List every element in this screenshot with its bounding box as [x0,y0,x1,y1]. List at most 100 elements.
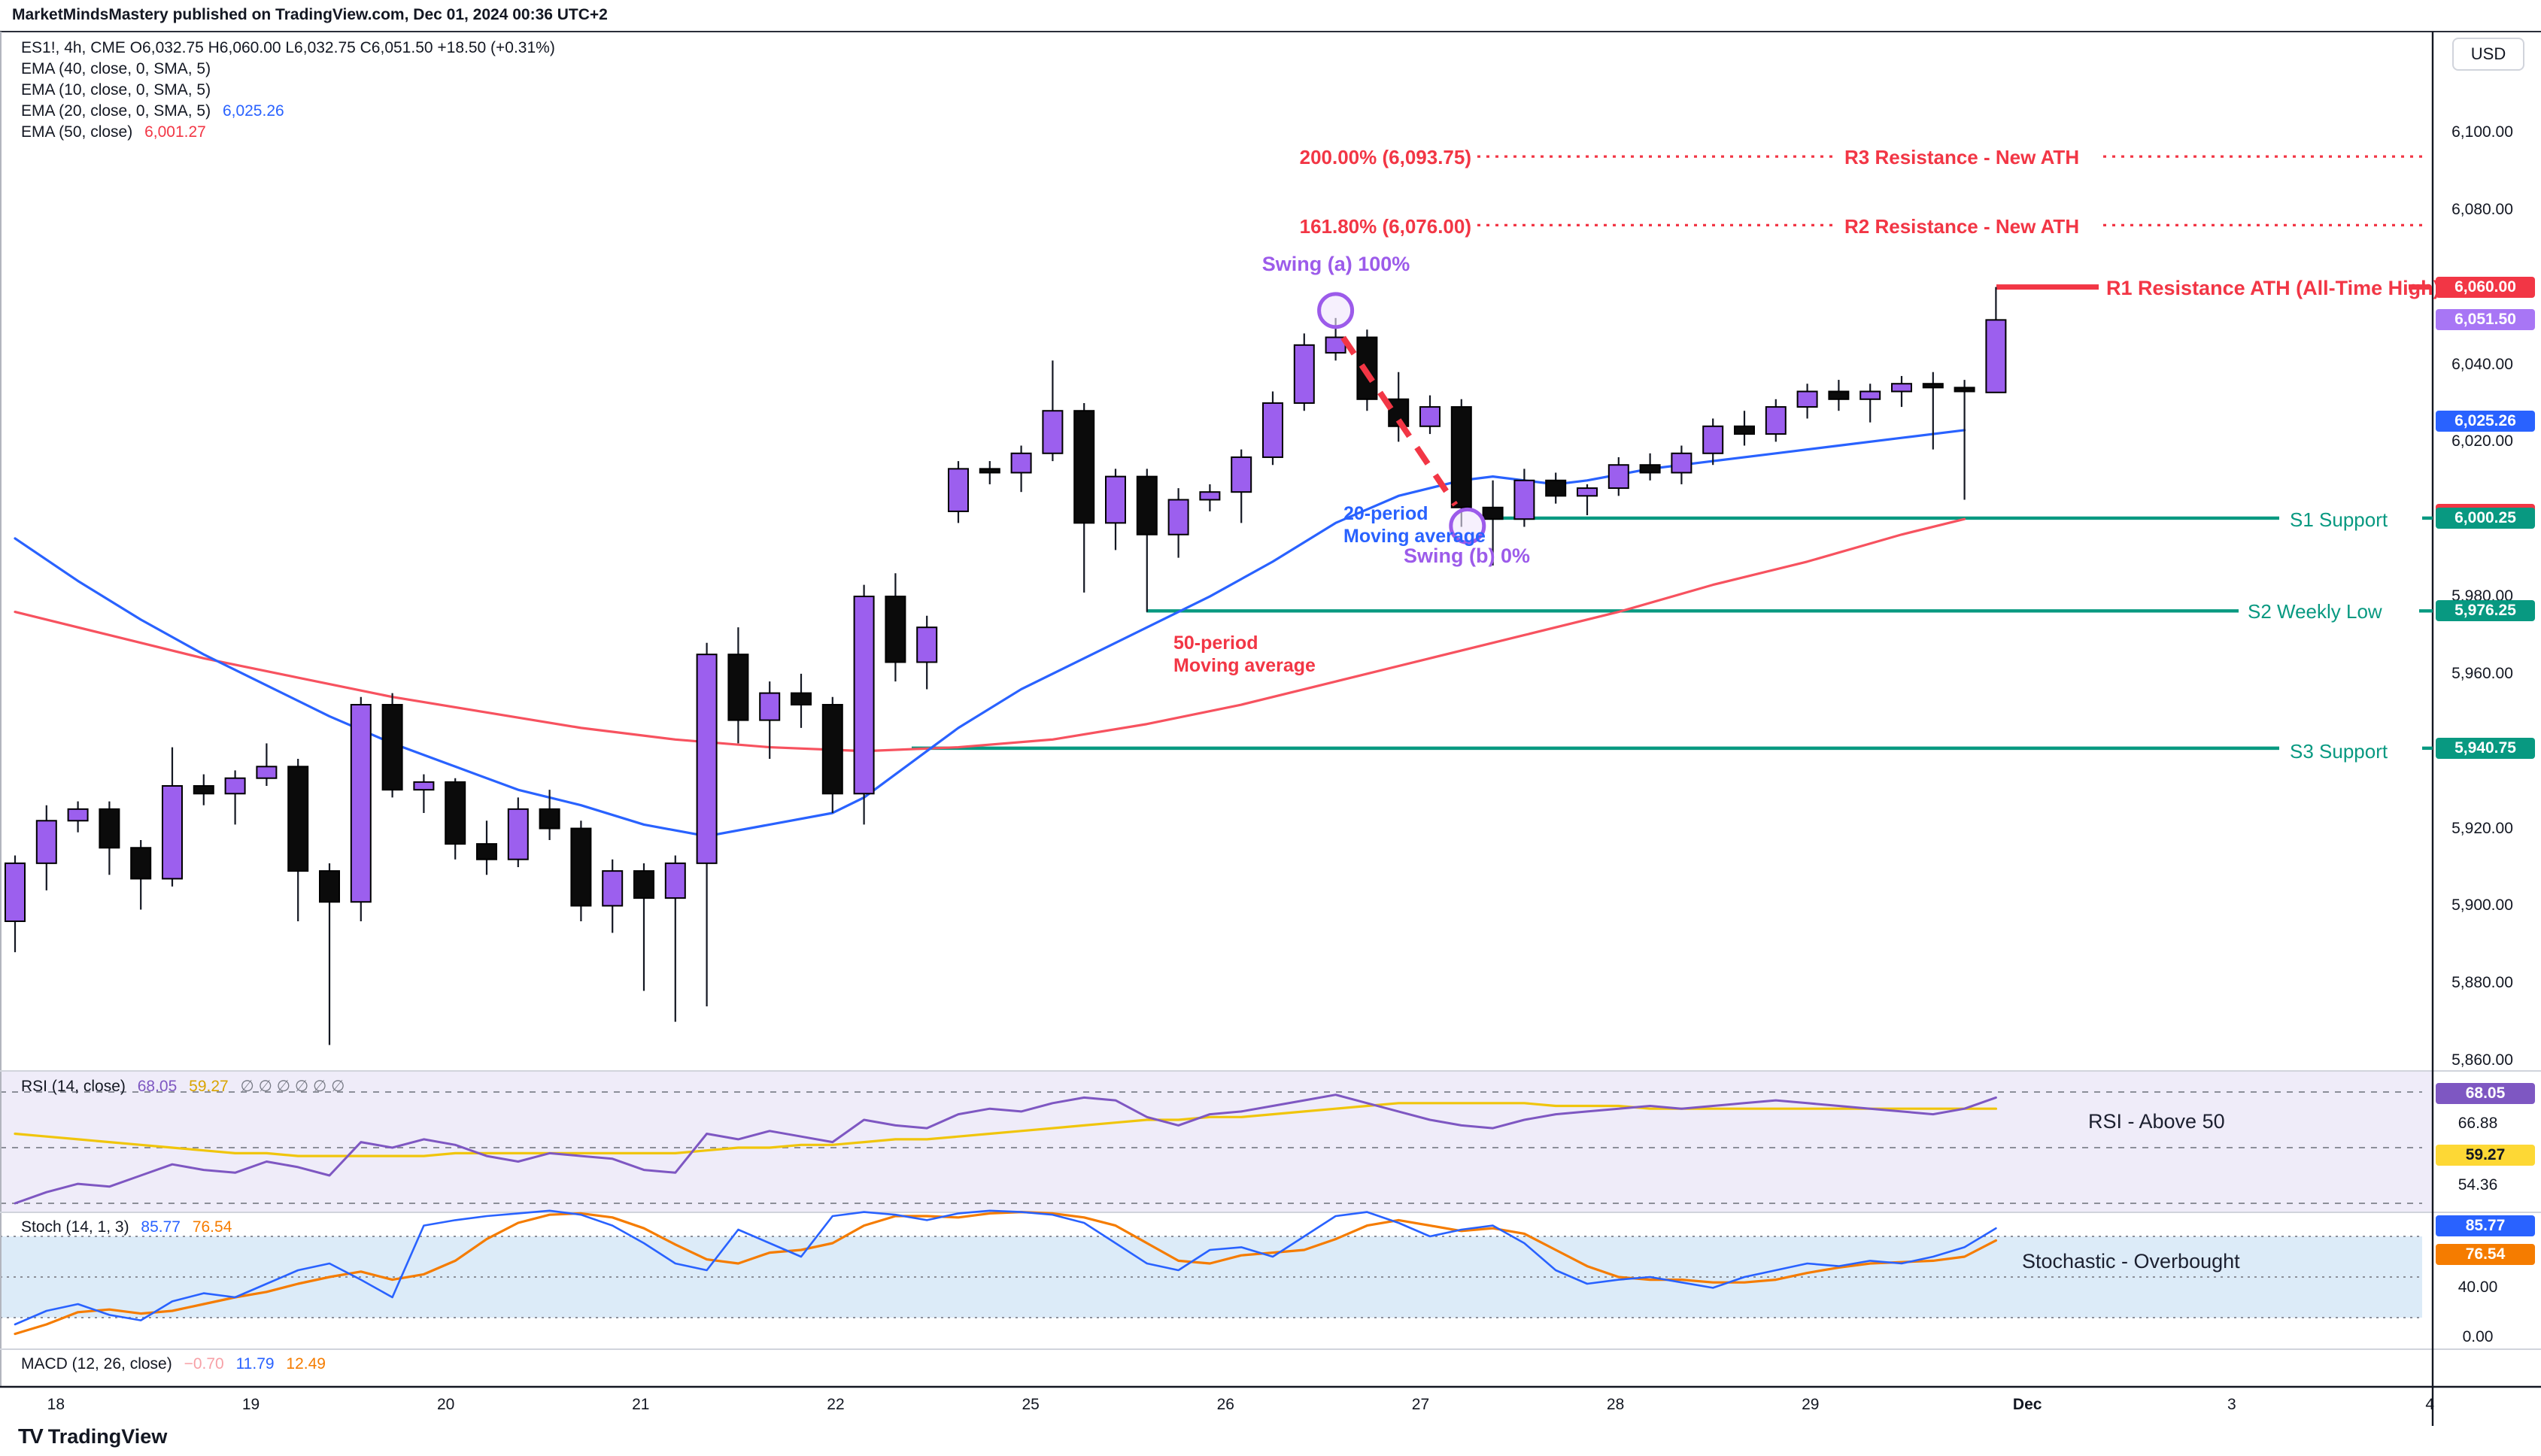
candle-body [1450,406,1472,508]
candle-body [1828,390,1850,400]
candle-body [1607,464,1629,490]
swing-b-label: Swing (b) 0% [1404,544,1530,567]
time-tick: 4 [2425,1396,2435,1413]
stoch-note: Stochastic - Overbought [2022,1250,2240,1272]
candle-body [1262,402,1283,458]
candle-body [130,847,152,880]
fib-161-label: 161.80% (6,076.00) [1299,215,1471,238]
swing-a-label: Swing (a) 100% [1261,253,1410,275]
stoch-scale-label: 40.00 [2458,1279,2498,1296]
time-tick: Dec [2012,1396,2042,1413]
candle-body [1765,406,1787,435]
ema20-value: 6,025.26 [222,102,284,120]
swing-a-circle [1317,292,1355,329]
rsi-scale-label: 68.05 [2436,1083,2535,1104]
candle-body [1136,475,1158,535]
candle-body [979,468,1000,474]
time-tick: 18 [47,1396,65,1413]
candle-body [381,704,403,791]
stoch-k-value: 85.77 [141,1218,181,1236]
price-label-chip: 5,976.25 [2436,600,2535,622]
candle-body [1199,491,1221,501]
ema50-line [14,517,1966,753]
symbol-legend-row[interactable]: ES1!, 4h, CME O6,032.75 H6,060.00 L6,032… [21,39,555,57]
macd-signal-value: 12.49 [286,1355,326,1373]
candle-body [821,704,843,795]
candle-body [1513,479,1535,520]
r3-resistance-label: R3 Resistance - New ATH [1844,146,2080,168]
swing-dashed-line [1340,335,1459,507]
price-tick: 6,040.00 [2451,355,2513,373]
candle-body [1891,383,1912,393]
candle-body [1010,452,1032,474]
price-tick: 5,980.00 [2451,587,2513,605]
candle-body [99,808,120,849]
stoch-scale-label: 0.00 [2462,1328,2494,1345]
candle-body [1702,425,1724,454]
currency-button[interactable]: USD [2452,38,2524,71]
rsi-label: RSI (14, close) [21,1078,126,1095]
stoch-d-value: 76.54 [192,1218,232,1236]
candle-body [1922,383,1944,389]
rsi-ma-value: 59.27 [189,1078,229,1095]
candle-body [1482,506,1504,520]
candle-body [948,468,969,512]
candle-body [727,654,749,721]
time-tick: 19 [241,1396,260,1413]
price-label-chip: 6,060.00 [2436,276,2535,298]
candle-body [1734,425,1755,435]
rsi-scale-label: 54.36 [2458,1176,2498,1194]
macd-hist-value: −0.70 [184,1355,224,1373]
ema20-legend-row[interactable]: EMA (20, close, 0, SMA, 5) 6,025.26 [21,102,284,120]
tradingview-logo[interactable]: TV TradingView [18,1424,168,1448]
price-tick: 6,100.00 [2451,123,2513,141]
candle-body [1042,410,1064,454]
candle-body [570,827,592,907]
price-tick: 5,880.00 [2451,974,2513,992]
price-tick: 5,900.00 [2451,896,2513,915]
stoch-scale-label: 76.54 [2436,1244,2535,1265]
s2-weekly-low-label: S2 Weekly Low [2248,600,2382,623]
candle-body [539,808,560,830]
candle-body [445,781,466,845]
candle-body [224,777,246,795]
macd-value: 11.79 [235,1355,275,1373]
candle-body [350,704,372,903]
price-tick: 5,860.00 [2451,1051,2513,1069]
rsi-legend-row[interactable]: RSI (14, close) 68.05 59.27 ∅ ∅ ∅ ∅ ∅ ∅ [21,1077,345,1096]
candle-body [35,820,57,864]
stoch-scale-label: 85.77 [2436,1215,2535,1236]
stoch-label: Stoch (14, 1, 3) [21,1218,129,1236]
s3-support-label: S3 Support [2290,740,2388,763]
candle-body [193,784,214,795]
candle-body [319,870,340,903]
candle-body [1671,452,1692,474]
candle-body [1859,390,1881,400]
ema10-legend-row[interactable]: EMA (10, close, 0, SMA, 5) [21,81,211,99]
price-label-chip: 6,000.25 [2436,507,2535,529]
candle-body [759,692,781,721]
candle-body [1105,475,1126,524]
rsi-empty-plots: ∅ ∅ ∅ ∅ ∅ ∅ [240,1078,345,1095]
candle-body [5,862,26,922]
ema50-value: 6,001.27 [144,123,206,141]
price-label-chip: 6,051.50 [2436,309,2535,331]
ema50-label: EMA (50, close) [21,123,133,141]
price-tick: 6,080.00 [2451,200,2513,218]
ema20-label: EMA (20, close, 0, SMA, 5) [21,102,211,120]
r1-resistance-label: R1 Resistance ATH (All-Time High) [2106,277,2440,299]
ema40-label: EMA (40, close, 0, SMA, 5) [21,60,211,77]
stoch-legend-row[interactable]: Stoch (14, 1, 3) 85.77 76.54 [21,1218,232,1236]
macd-legend-row[interactable]: MACD (12, 26, close) −0.70 11.79 12.49 [21,1355,326,1373]
fib-200-label: 200.00% (6,093.75) [1299,146,1471,168]
candle-body [1231,456,1252,493]
candle-body [1073,410,1095,524]
rsi-note: RSI - Above 50 [2088,1110,2225,1133]
candle-body [256,766,278,779]
published-line: MarketMindsMastery published on TradingV… [12,6,608,23]
ema40-legend-row[interactable]: EMA (40, close, 0, SMA, 5) [21,60,211,78]
r2-resistance-label: R2 Resistance - New ATH [1844,215,2080,238]
ema50-legend-row[interactable]: EMA (50, close) 6,001.27 [21,123,206,141]
